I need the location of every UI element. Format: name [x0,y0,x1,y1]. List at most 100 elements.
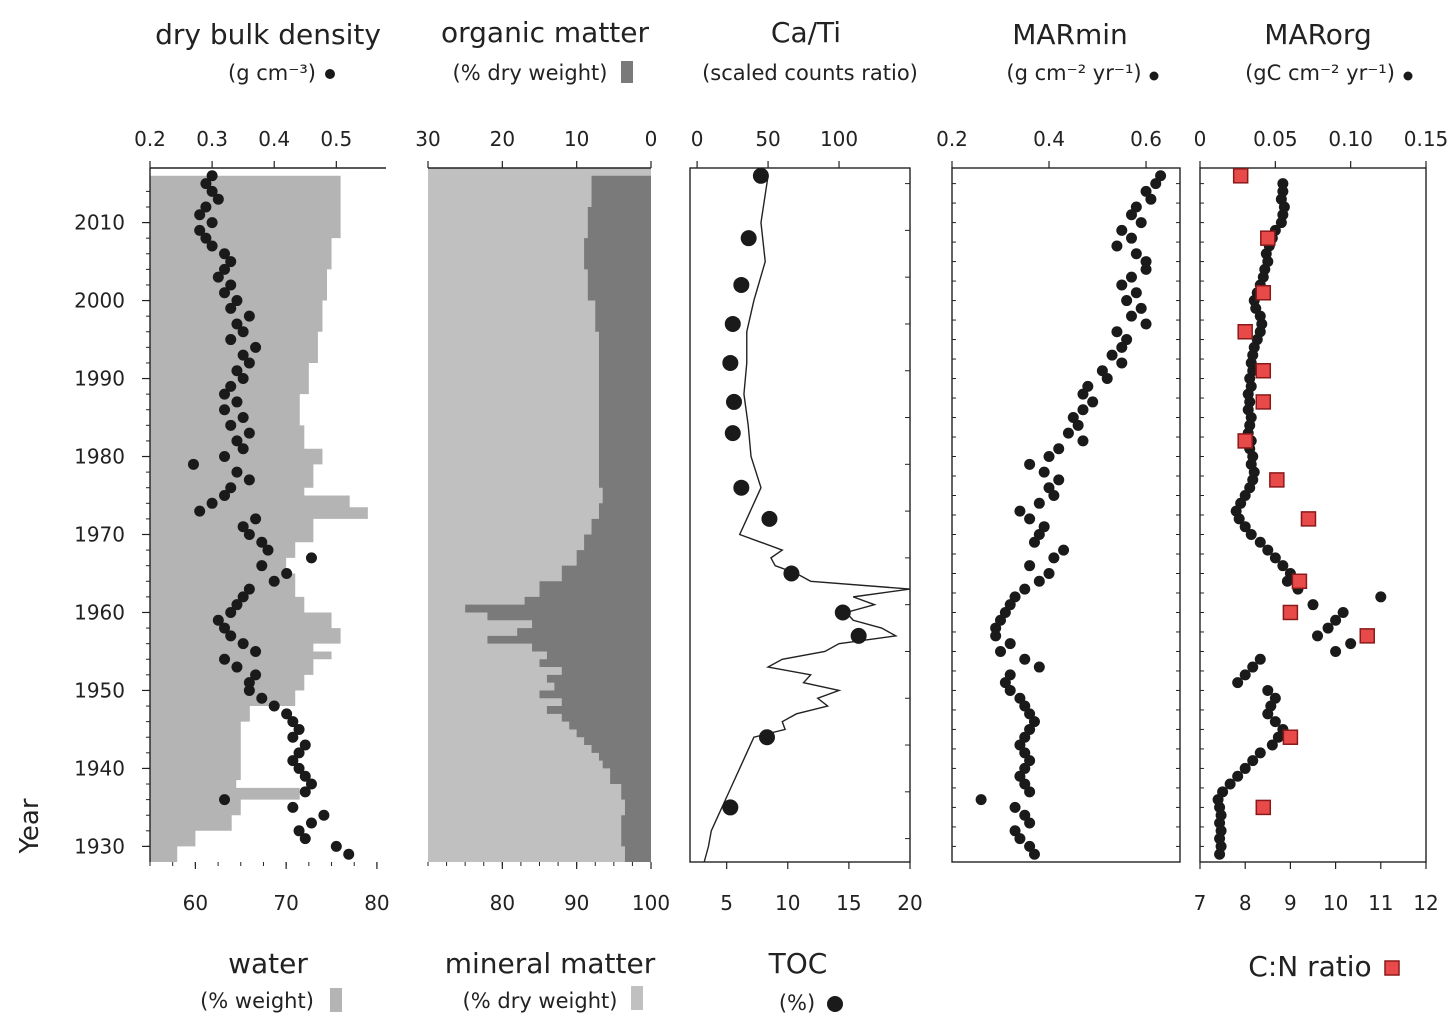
marmin-point [1145,193,1157,205]
marorg-point [1266,739,1278,751]
density-point [305,817,317,829]
plots-layer: 0.2 0.3 0.4 0.560 70 801930194019501960197019… [74,127,1448,915]
marorg-point [1239,669,1251,681]
marorg-point [1262,684,1274,696]
density-point [225,279,237,291]
marmin-point [1014,505,1026,517]
marmin-point [1125,310,1137,322]
marmin-point [990,630,1002,642]
cn-point [1237,433,1253,449]
cn-point [1269,472,1285,488]
cn-point [1255,362,1272,379]
panel5-bottom-tick-label: 8 [1239,891,1252,915]
panel5-top-tick-label: 0.15 [1404,127,1448,151]
panel1-unit: (g cm⁻³) [228,61,316,85]
marorg-point [1254,536,1266,548]
y-tick-label: 1960 [74,600,125,624]
density-point [219,404,231,416]
toc-point [740,230,757,247]
marmin-point [975,794,987,806]
density-point [225,256,237,268]
marmin-point [1135,302,1147,314]
density-point [219,263,231,275]
density-point [250,669,262,681]
density-point [225,419,237,431]
cn-point [1282,729,1299,745]
y-tick-label: 1990 [74,367,125,391]
y-tick-label: 1980 [74,445,125,469]
density-point [293,825,305,837]
marmin-point [1048,552,1060,564]
panel3-top-tick-label: 0 [691,127,704,151]
density-point [237,349,249,361]
density-point [256,560,268,572]
panel2-organic-legend-swatch [621,61,633,83]
panel1-top-tick-label: 0.2 [134,127,166,151]
marmin-point [1121,295,1133,307]
density-point [231,318,243,330]
density-point [237,443,249,455]
panel3-bottom-tick-label: 15 [836,891,861,915]
density-point [293,762,305,774]
toc-point [783,565,800,582]
y-tick-label: 2010 [74,211,125,235]
y-tick-label: 1950 [74,678,125,702]
panel1-density-legend-dot [325,69,335,79]
panel5-cn-legend-swatch [1384,960,1400,976]
density-point [299,786,311,798]
density-point [231,396,243,408]
panel2-top-tick-label: 30 [415,127,440,151]
toc-point [722,354,739,371]
marorg-point [1275,217,1287,229]
panel1-bottom-tick-label: 80 [364,891,389,915]
density-point [194,224,206,236]
marmin-point [1024,513,1036,525]
panel3-unit: (scaled counts ratio) [702,61,918,85]
marmin-point [1116,341,1128,353]
cn-point [1255,799,1272,816]
marorg-point [1337,606,1349,618]
density-point [287,801,299,813]
density-point [243,583,255,595]
density-point [343,848,355,860]
marmin-point [1033,497,1045,509]
density-point [206,240,218,252]
density-point [243,677,255,689]
density-point [225,334,237,346]
density-point [287,731,299,743]
cn-point [1232,168,1249,184]
y-axis-label: Year [15,798,45,854]
density-point [287,755,299,767]
marorg-point [1272,731,1284,743]
marorg-point [1269,552,1281,564]
panel3-bottom-unit: (%) [779,991,815,1015]
marmin-point [1116,279,1128,291]
marmin-point [1077,404,1089,416]
marorg-point [1254,747,1266,759]
marorg-point [1322,622,1334,634]
density-point [225,482,237,494]
marorg-point [1307,599,1319,611]
marmin-point [1062,427,1074,439]
panel5-bottom-tick-label: 7 [1194,891,1207,915]
density-point [243,684,255,696]
marorg-point [1277,178,1289,190]
toc-point [834,604,851,621]
marmin-point [1111,240,1123,252]
panel5-top-tick-label: 0 [1194,127,1207,151]
panel4-legend-dot [1149,71,1159,81]
marmin-point [1024,817,1036,829]
marorg-point [1232,770,1244,782]
density-point [287,716,299,728]
density-point [237,638,249,650]
panel5-bottom-tick-label: 10 [1323,891,1348,915]
panel5-unit: (gC cm⁻² yr⁻¹) [1245,61,1395,85]
panel3-bottom-title: TOC [768,947,828,980]
y-tick-label: 1970 [74,522,125,546]
density-point [299,833,311,845]
marmin-point [990,622,1002,634]
density-point [243,474,255,486]
panel4-top-tick-label: 0.2 [936,127,968,151]
marmin-point [1019,653,1031,665]
marorg-point [1375,591,1387,603]
